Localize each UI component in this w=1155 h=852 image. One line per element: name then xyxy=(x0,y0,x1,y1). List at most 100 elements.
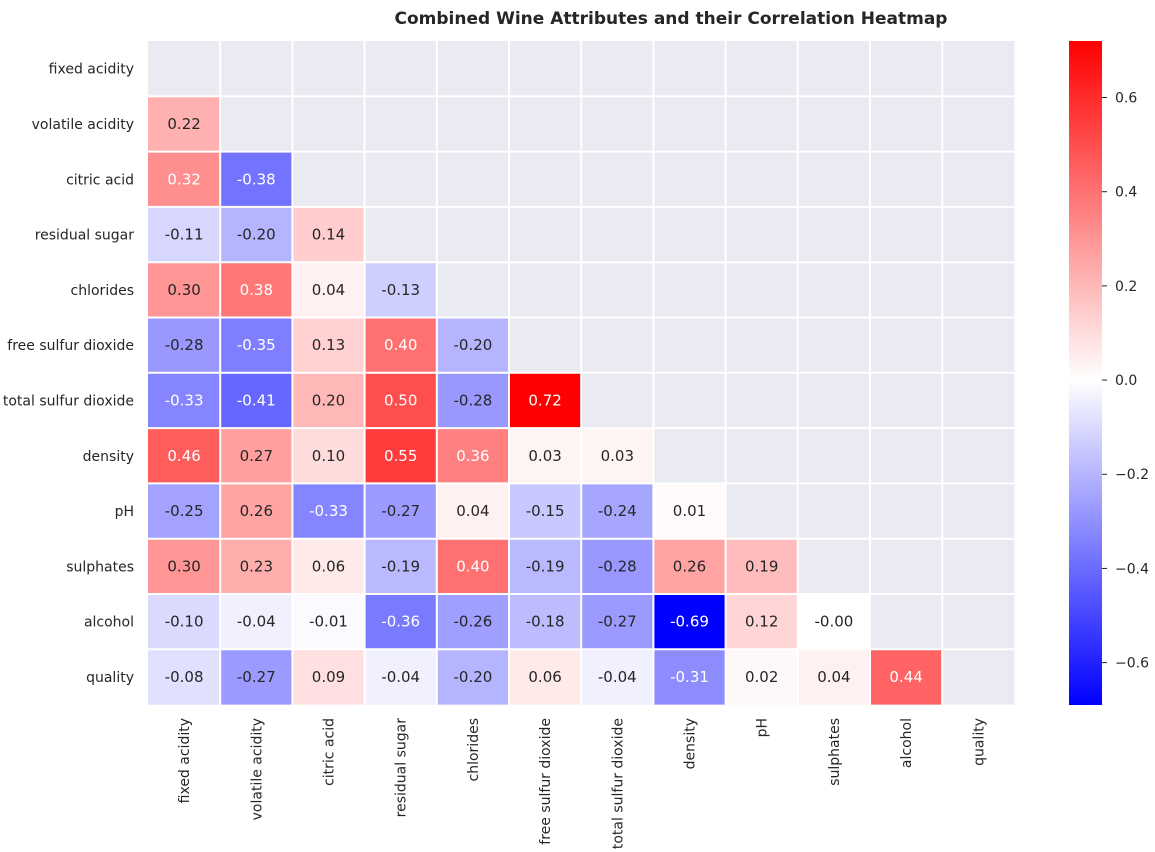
heatmap-cell xyxy=(220,151,293,207)
heatmap-cell-label: 0.01 xyxy=(673,502,706,520)
heatmap-cell-label: 0.30 xyxy=(167,281,200,299)
heatmap-cell-label: 0.72 xyxy=(528,391,561,409)
y-tick-label: pH xyxy=(115,504,134,520)
heatmap-cell xyxy=(148,262,221,318)
heatmap-cell-label: -0.38 xyxy=(237,170,276,188)
heatmap-cell xyxy=(364,317,437,373)
heatmap-cell xyxy=(148,206,221,263)
heatmap-cell xyxy=(797,649,870,705)
heatmap-cell-label: -0.36 xyxy=(381,613,420,631)
heatmap-cell-label: -0.41 xyxy=(237,391,276,409)
heatmap-cell-label: 0.26 xyxy=(240,502,273,520)
heatmap-cell-label: 0.10 xyxy=(312,447,345,465)
heatmap-cell-label: 0.40 xyxy=(456,557,489,575)
heatmap-cell xyxy=(220,483,293,539)
x-tick-label: alcohol xyxy=(899,718,915,768)
heatmap-cell-label: 0.03 xyxy=(601,447,634,465)
heatmap-cell xyxy=(292,538,365,594)
heatmap-cell-label: -0.28 xyxy=(598,557,637,575)
heatmap-cell-label: -0.19 xyxy=(381,557,420,575)
colorbar-tick-label: −0.6 xyxy=(1115,656,1149,672)
heatmap-cell-label: -0.20 xyxy=(237,226,276,244)
colorbar-tick-label: 0.0 xyxy=(1115,373,1137,389)
heatmap-cell xyxy=(436,649,509,705)
heatmap-cell-label: -0.31 xyxy=(670,668,709,686)
heatmap-cell-label: -0.19 xyxy=(526,557,565,575)
heatmap-cell-label: -0.13 xyxy=(381,281,420,299)
heatmap-cell xyxy=(870,649,943,705)
heatmap-cell-label: -0.25 xyxy=(165,502,204,520)
heatmap-cell-label: 0.02 xyxy=(745,668,778,686)
heatmap-cell-label: 0.44 xyxy=(889,668,922,686)
heatmap-cell-label: -0.04 xyxy=(598,668,637,686)
heatmap-cell xyxy=(509,538,582,594)
heatmap-cell xyxy=(436,317,509,373)
heatmap-cell xyxy=(581,649,654,705)
heatmap-cell xyxy=(725,649,798,705)
y-tick-label: volatile acidity xyxy=(32,117,134,133)
heatmap-cell xyxy=(292,262,365,318)
y-axis-tick-labels: fixed acidity volatile acidity citric acid… xyxy=(3,62,134,686)
heatmap-cell-label: 0.06 xyxy=(312,557,345,575)
heatmap-cell-label: 0.46 xyxy=(167,447,200,465)
y-tick-label: alcohol xyxy=(84,615,134,631)
x-tick-label: chlorides xyxy=(466,718,482,781)
heatmap-cell xyxy=(148,428,221,484)
heatmap-cell xyxy=(220,649,293,705)
heatmap-cell xyxy=(292,317,365,373)
heatmap-cell-label: 0.26 xyxy=(673,557,706,575)
y-tick-label: chlorides xyxy=(71,283,134,299)
heatmap-cell xyxy=(292,649,365,705)
heatmap-cell xyxy=(292,372,365,429)
heatmap-cell-label: -0.28 xyxy=(453,391,492,409)
heatmap-cell-label: -0.04 xyxy=(381,668,420,686)
x-tick-label: free sulfur dioxide xyxy=(538,718,554,845)
heatmap-cell xyxy=(292,483,365,539)
x-tick-label: residual sugar xyxy=(394,718,410,818)
heatmap-cell xyxy=(220,538,293,594)
heatmap-cell-label: 0.13 xyxy=(312,336,345,354)
heatmap-cell xyxy=(509,649,582,705)
heatmap-cell xyxy=(725,594,798,650)
heatmap-cell-label: -0.04 xyxy=(237,613,276,631)
heatmap-cell-label: -0.26 xyxy=(453,613,492,631)
heatmap-cell-label: 0.14 xyxy=(312,226,345,244)
heatmap-cell-label: -0.15 xyxy=(526,502,565,520)
heatmap-cell-label: -0.27 xyxy=(237,668,276,686)
heatmap-cell-label: -0.08 xyxy=(165,668,204,686)
colorbar-tick-label: −0.2 xyxy=(1115,467,1149,483)
heatmap-cell-label: -0.24 xyxy=(598,502,637,520)
heatmap-cell xyxy=(581,428,654,484)
heatmap-cell xyxy=(220,428,293,484)
heatmap-cell-label: 0.32 xyxy=(167,170,200,188)
heatmap-cell-label: 0.20 xyxy=(312,391,345,409)
heatmap-cell xyxy=(725,538,798,594)
heatmap-cell-label: 0.30 xyxy=(167,557,200,575)
x-axis-tick-labels: fixed acidity volatile acidity citric acid… xyxy=(177,718,987,849)
colorbar-tick-label: 0.6 xyxy=(1115,91,1137,107)
heatmap-cell xyxy=(364,538,437,594)
heatmap-cell xyxy=(653,649,726,705)
heatmap-cell xyxy=(148,594,221,650)
heatmap-cell xyxy=(436,372,509,429)
heatmap-cell xyxy=(509,372,582,429)
heatmap-cell xyxy=(581,483,654,539)
heatmap-cell xyxy=(509,594,582,650)
heatmap-cell-label: 0.40 xyxy=(384,336,417,354)
heatmap-cell-label: 0.38 xyxy=(240,281,273,299)
heatmap-cell-label: -0.35 xyxy=(237,336,276,354)
colorbar-tick-label: 0.2 xyxy=(1115,279,1137,295)
heatmap-cell xyxy=(220,594,293,650)
heatmap-cell xyxy=(364,594,437,650)
y-tick-label: sulphates xyxy=(66,559,134,575)
heatmap-cells xyxy=(148,96,943,705)
heatmap-cell xyxy=(292,428,365,484)
heatmap-cell-label: -0.18 xyxy=(526,613,565,631)
heatmap-cell-label: 0.03 xyxy=(528,447,561,465)
y-tick-label: residual sugar xyxy=(35,228,135,244)
x-tick-label: fixed acidity xyxy=(177,718,193,803)
x-tick-label: density xyxy=(683,718,699,769)
heatmap-cell xyxy=(364,372,437,429)
heatmap-cell-label: 0.12 xyxy=(745,613,778,631)
heatmap-cell xyxy=(653,594,726,650)
